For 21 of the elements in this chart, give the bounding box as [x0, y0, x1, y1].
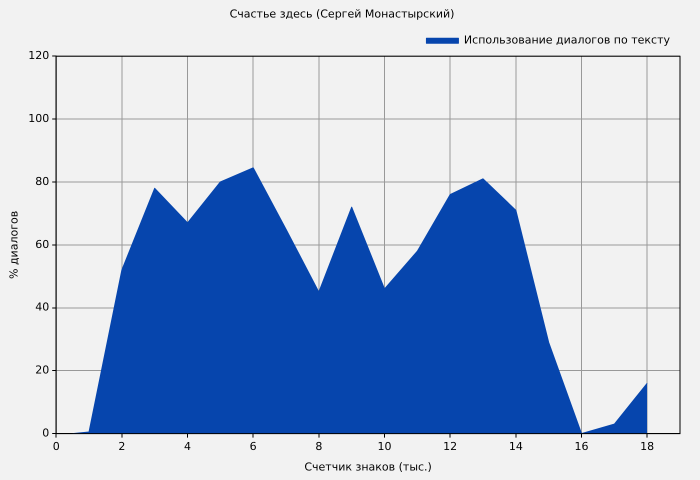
x-tick-label: 2: [118, 440, 126, 454]
y-tick-label: 40: [35, 300, 50, 314]
y-tick-label: 120: [28, 49, 50, 62]
y-axis-title: % диалогов: [7, 210, 20, 279]
x-tick-label: 8: [315, 440, 322, 454]
x-tick-label: 6: [250, 440, 257, 454]
legend-label: Использование диалогов по тексту: [464, 34, 670, 47]
y-tick-label: 80: [35, 174, 50, 188]
y-tick-label: 0: [42, 426, 50, 440]
x-tick-label: 10: [378, 440, 392, 454]
y-tick-label: 100: [28, 112, 50, 125]
x-axis-title: Счетчик знаков (тыс.): [304, 460, 432, 474]
x-tick-label: 12: [443, 440, 458, 454]
x-tick-label: 0: [52, 440, 60, 454]
y-tick-label: 60: [35, 238, 50, 251]
x-tick-label: 18: [640, 440, 654, 454]
x-tick-label: 4: [184, 440, 192, 454]
y-tick-label: 20: [35, 364, 50, 377]
x-tick-label: 16: [574, 440, 589, 454]
x-tick-label: 14: [508, 440, 523, 454]
chart-title: Счастье здесь (Сергей Монастырский): [230, 7, 454, 20]
